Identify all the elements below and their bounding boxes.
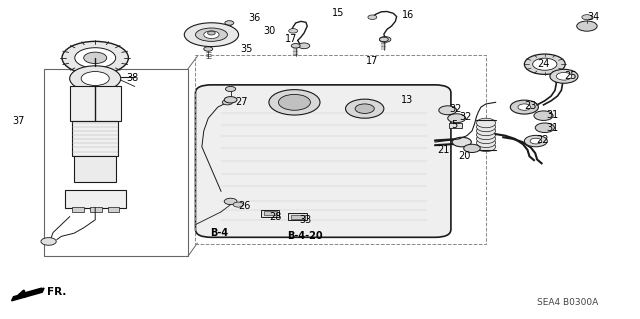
Circle shape — [75, 48, 116, 68]
Bar — [65, 190, 126, 208]
Text: 22: 22 — [536, 136, 548, 145]
Circle shape — [222, 100, 232, 105]
Circle shape — [577, 21, 597, 31]
Circle shape — [452, 137, 471, 147]
Text: 37: 37 — [12, 116, 24, 126]
Bar — [90, 207, 102, 212]
Circle shape — [355, 104, 374, 114]
Circle shape — [224, 97, 237, 103]
Circle shape — [476, 130, 495, 140]
Text: 30: 30 — [264, 26, 276, 36]
Circle shape — [368, 15, 377, 19]
Text: 33: 33 — [300, 215, 312, 226]
Text: 31: 31 — [547, 123, 559, 133]
Text: 20: 20 — [458, 151, 470, 161]
Text: 28: 28 — [269, 212, 282, 222]
Circle shape — [204, 47, 212, 51]
Circle shape — [81, 71, 109, 85]
Text: 38: 38 — [127, 72, 139, 83]
Text: 13: 13 — [401, 95, 413, 105]
Text: B-4: B-4 — [210, 227, 228, 238]
Bar — [72, 207, 84, 212]
Circle shape — [532, 58, 557, 70]
FancyBboxPatch shape — [195, 85, 451, 237]
Circle shape — [62, 41, 129, 74]
Text: 27: 27 — [235, 97, 248, 107]
Bar — [108, 207, 120, 212]
Circle shape — [207, 31, 215, 35]
Text: 24: 24 — [537, 59, 550, 69]
Circle shape — [225, 21, 234, 25]
Bar — [291, 215, 305, 219]
Text: 17: 17 — [366, 56, 378, 66]
Circle shape — [524, 135, 547, 147]
Circle shape — [380, 37, 391, 42]
Text: 15: 15 — [332, 8, 344, 19]
Circle shape — [439, 106, 457, 115]
Circle shape — [204, 31, 219, 39]
Text: 32: 32 — [460, 112, 472, 122]
Circle shape — [278, 94, 310, 110]
Circle shape — [476, 142, 495, 152]
Circle shape — [524, 54, 565, 74]
Circle shape — [298, 43, 310, 49]
Circle shape — [518, 104, 531, 110]
Circle shape — [582, 15, 592, 20]
Circle shape — [70, 66, 121, 91]
Bar — [72, 122, 118, 156]
Circle shape — [530, 138, 541, 144]
Bar — [74, 156, 116, 182]
Circle shape — [476, 134, 495, 144]
Text: 31: 31 — [547, 110, 559, 120]
Circle shape — [41, 238, 56, 245]
Bar — [288, 213, 307, 220]
Circle shape — [224, 198, 237, 204]
Circle shape — [380, 37, 388, 42]
Text: 21: 21 — [437, 145, 449, 155]
Circle shape — [269, 90, 320, 115]
Circle shape — [476, 138, 495, 148]
Text: 5: 5 — [452, 120, 458, 130]
Circle shape — [476, 122, 495, 132]
Text: 16: 16 — [402, 10, 414, 20]
Circle shape — [476, 118, 495, 128]
Text: B-4-20: B-4-20 — [287, 231, 323, 241]
Circle shape — [464, 144, 480, 152]
Ellipse shape — [184, 23, 239, 47]
Text: 26: 26 — [238, 201, 251, 211]
Circle shape — [289, 29, 298, 33]
Circle shape — [346, 99, 384, 118]
Circle shape — [225, 86, 236, 92]
Circle shape — [291, 44, 300, 48]
Text: FR.: FR. — [47, 287, 66, 297]
Bar — [70, 86, 121, 122]
Circle shape — [534, 111, 553, 121]
Polygon shape — [12, 288, 44, 301]
Circle shape — [550, 69, 578, 83]
Text: 34: 34 — [587, 12, 599, 22]
Circle shape — [535, 123, 554, 132]
Bar — [195, 55, 486, 244]
Circle shape — [84, 52, 107, 63]
Text: SEA4 B0300A: SEA4 B0300A — [537, 298, 598, 307]
Bar — [264, 211, 276, 215]
Bar — [261, 210, 279, 217]
Circle shape — [510, 100, 538, 114]
Circle shape — [448, 114, 466, 123]
Text: 35: 35 — [240, 44, 253, 54]
Text: 23: 23 — [524, 101, 537, 111]
Text: 32: 32 — [450, 104, 462, 114]
Circle shape — [556, 72, 572, 80]
Ellipse shape — [195, 28, 227, 41]
Circle shape — [476, 126, 495, 136]
Circle shape — [233, 202, 243, 207]
Text: 36: 36 — [248, 13, 260, 23]
Text: 17: 17 — [285, 34, 297, 44]
Bar — [449, 123, 462, 128]
Text: 25: 25 — [564, 71, 577, 81]
Bar — [44, 69, 188, 256]
